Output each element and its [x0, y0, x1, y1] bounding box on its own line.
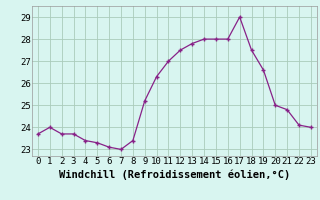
X-axis label: Windchill (Refroidissement éolien,°C): Windchill (Refroidissement éolien,°C) — [59, 169, 290, 180]
